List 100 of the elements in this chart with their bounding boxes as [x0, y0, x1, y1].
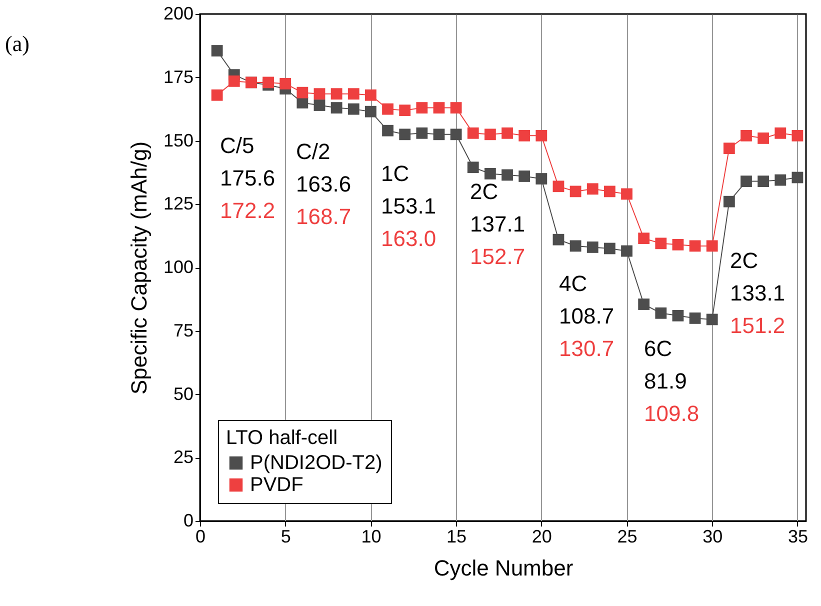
- point: [552, 180, 564, 192]
- y-tick-label: 75: [173, 320, 194, 340]
- point: [262, 76, 274, 88]
- point: [586, 183, 598, 195]
- point: [330, 102, 342, 114]
- point: [604, 242, 616, 254]
- point: [672, 310, 684, 322]
- point: [399, 128, 411, 140]
- x-tick-label: 10: [361, 526, 382, 546]
- point: [706, 314, 718, 326]
- annotation: C/5: [220, 133, 254, 158]
- point: [416, 127, 428, 139]
- legend-label: PVDF: [250, 474, 304, 496]
- annotation: 172.2: [220, 198, 276, 223]
- point: [433, 128, 445, 140]
- point: [228, 75, 240, 87]
- point: [382, 103, 394, 115]
- annotation: 81.9: [644, 368, 687, 394]
- x-tick-label: 20: [532, 526, 552, 546]
- annotation: 175.6: [220, 166, 276, 190]
- point: [211, 45, 223, 56]
- y-tick-label: 200: [163, 4, 194, 24]
- point: [484, 128, 496, 140]
- point: [365, 89, 376, 101]
- point: [399, 104, 411, 116]
- annotation: 168.7: [296, 204, 352, 229]
- point: [672, 238, 684, 250]
- point: [348, 88, 360, 100]
- annotation: 4C: [559, 271, 588, 296]
- point: [774, 127, 786, 139]
- point: [655, 238, 667, 250]
- point: [758, 176, 770, 188]
- point: [552, 234, 564, 246]
- point: [689, 312, 701, 324]
- point: [502, 169, 513, 181]
- point: [518, 130, 530, 142]
- point: [314, 88, 326, 100]
- point: [467, 162, 479, 174]
- point: [570, 240, 582, 252]
- point: [689, 240, 701, 252]
- point: [570, 186, 582, 198]
- y-axis-title: Specific Capacity (mAh/g): [126, 141, 152, 395]
- annotation: 109.8: [644, 401, 700, 426]
- point: [330, 88, 342, 100]
- point: [586, 242, 598, 253]
- point: [723, 142, 735, 154]
- y-tick-label: 0: [183, 510, 194, 530]
- point: [536, 130, 548, 142]
- text: (a): [5, 31, 30, 56]
- y-tick-label: 25: [173, 447, 194, 468]
- point: [536, 173, 548, 184]
- annotation: 2C: [730, 248, 758, 273]
- point: [792, 130, 804, 142]
- point: [416, 102, 428, 114]
- x-axis-title: Cycle Number: [434, 556, 574, 580]
- point: [792, 172, 804, 184]
- point: [621, 188, 632, 200]
- annotation: 163.6: [296, 172, 352, 196]
- x-tick-label: 5: [280, 526, 291, 546]
- point: [450, 128, 462, 140]
- point: [365, 106, 376, 118]
- annotation: 130.7: [559, 336, 614, 361]
- annotation: 133.1: [730, 280, 786, 306]
- point: [211, 89, 223, 101]
- annotation: 153.1: [381, 194, 436, 218]
- legend-title: LTO half-cell: [226, 427, 338, 449]
- annotation: 163.0: [381, 226, 436, 251]
- legend-label: P(NDI2OD-T2): [250, 452, 382, 474]
- point: [382, 124, 394, 136]
- x-tick-label: 0: [195, 526, 206, 546]
- point: [706, 240, 718, 252]
- point: [604, 186, 616, 198]
- point: [296, 86, 308, 98]
- y-tick-label: 100: [163, 257, 194, 277]
- x-tick-label: 30: [702, 526, 723, 546]
- point: [638, 232, 650, 244]
- point: [502, 127, 513, 139]
- point: [314, 100, 326, 111]
- x-tick-label: 15: [446, 526, 467, 546]
- point: [484, 168, 496, 180]
- y-tick-label: 150: [163, 130, 194, 150]
- point: [518, 170, 530, 182]
- annotation: 137.1: [470, 212, 526, 236]
- point: [723, 196, 735, 208]
- annotation: 108.7: [559, 304, 614, 328]
- y-tick-label: 125: [163, 194, 194, 214]
- point: [280, 78, 292, 90]
- x-tick-label: 35: [788, 526, 808, 546]
- point: [621, 245, 632, 257]
- point: [348, 103, 360, 115]
- point: [655, 307, 667, 319]
- x-tick-label: 25: [617, 526, 638, 546]
- annotation: 2C: [470, 179, 498, 204]
- point: [638, 298, 650, 310]
- point: [467, 127, 479, 139]
- annotation: C/2: [296, 139, 330, 164]
- annotation: 151.2: [730, 313, 786, 338]
- annotation: 6C: [644, 336, 672, 361]
- point: [740, 130, 752, 142]
- point: [774, 174, 786, 186]
